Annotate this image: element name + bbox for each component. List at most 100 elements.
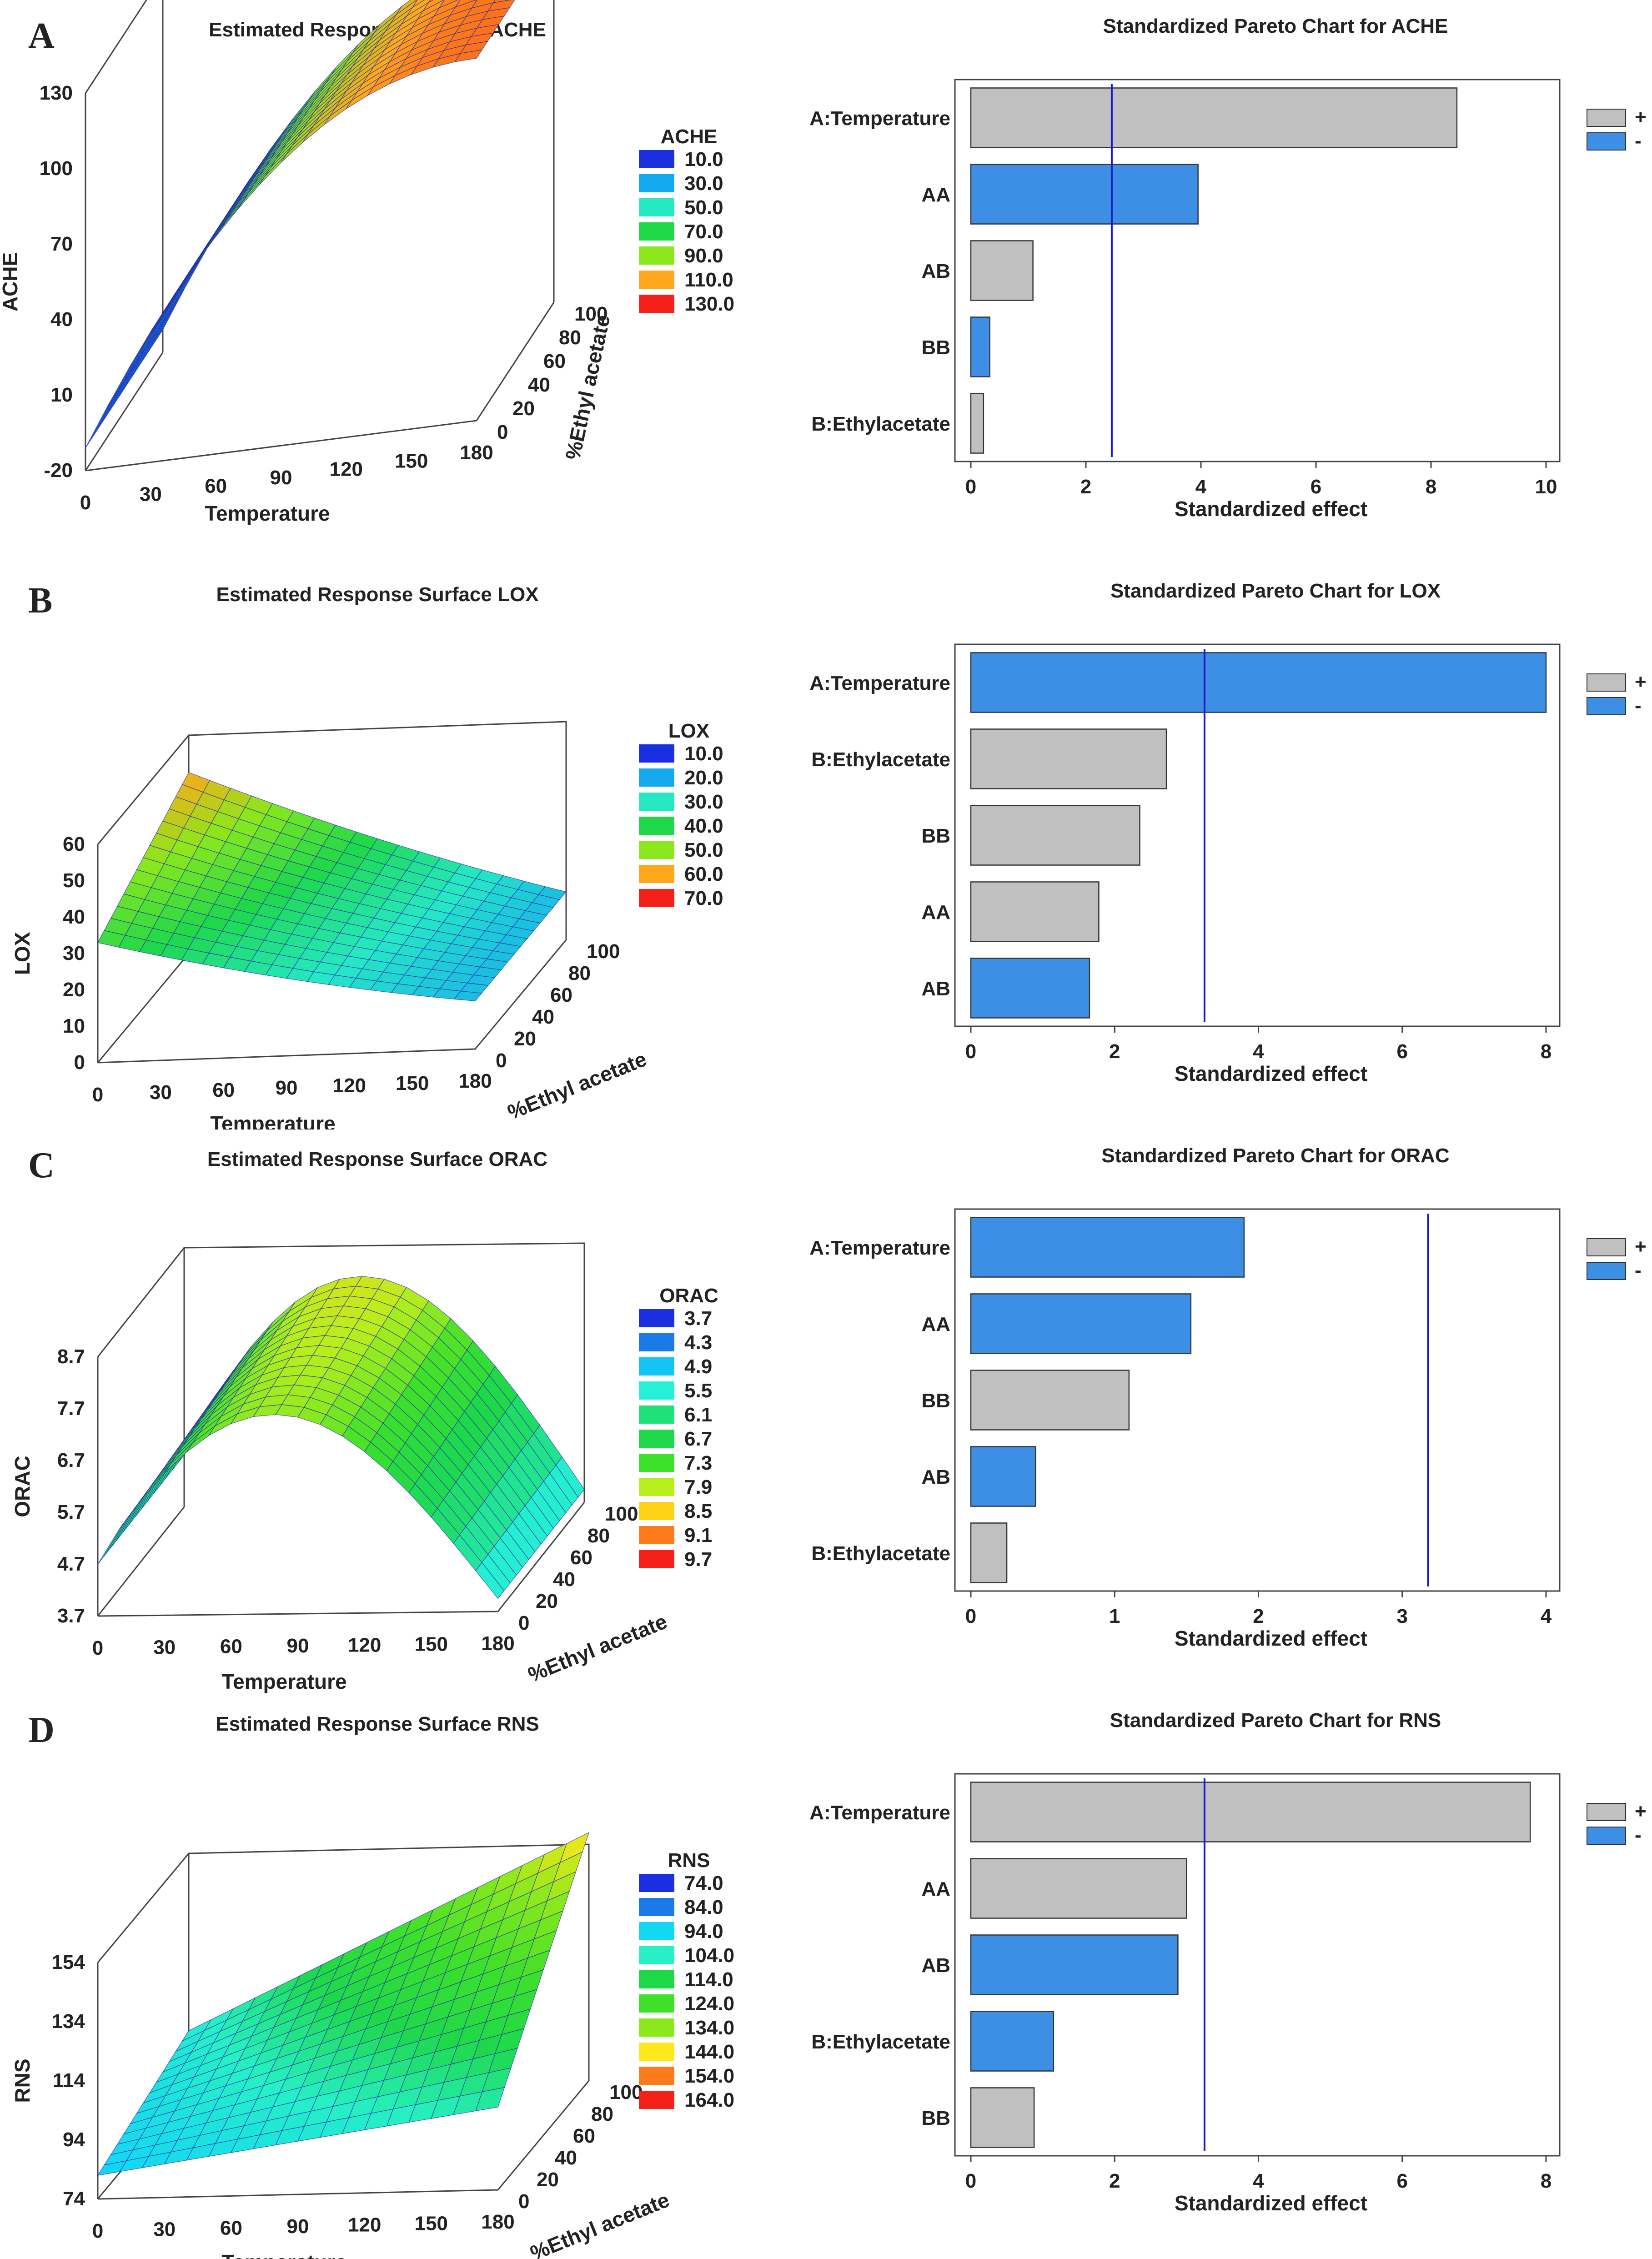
legend-label: 10.0 [684, 743, 723, 765]
x-tick-label: 90 [287, 2215, 309, 2238]
z-tick-label: 4.7 [57, 1553, 85, 1575]
pareto-x-label: Standardized effect [1175, 1626, 1367, 1650]
pareto-bar-label: BB [921, 2107, 950, 2129]
pareto-tick-label: 2 [1253, 1605, 1264, 1627]
z-axis-label: ORAC [10, 1456, 34, 1517]
x-tick-label: 120 [348, 1634, 381, 1656]
legend-swatch [639, 1502, 674, 1520]
legend-negative-swatch [1587, 697, 1626, 715]
pareto-title: Standardized Pareto Chart for ACHE [1103, 15, 1448, 37]
legend-swatch [639, 1898, 674, 1916]
pareto-bar-label: A:Temperature [809, 1802, 950, 1824]
legend-label: 3.7 [684, 1307, 712, 1330]
z-axis-label: RNS [10, 2058, 34, 2103]
pareto-tick-label: 0 [965, 1040, 976, 1063]
pareto-tick-label: 2 [1109, 2170, 1120, 2192]
x-tick-label: 150 [415, 2212, 448, 2234]
legend-swatch [639, 198, 674, 216]
box-floor-front [97, 1502, 585, 1617]
pareto-bar-label: BB [921, 336, 950, 359]
legend-swatch [639, 793, 674, 811]
legend-swatch [639, 2067, 674, 2085]
pareto-bar [970, 652, 1547, 713]
legend-label: 5.5 [684, 1380, 712, 1402]
surface-mesh [97, 1275, 585, 1599]
pareto-bar-label: A:Temperature [809, 672, 950, 694]
pareto-x-label: Standardized effect [1175, 1062, 1367, 1085]
legend-title: LOX [668, 720, 709, 742]
pareto-bar-label: AB [921, 1466, 950, 1488]
z-tick-label: 154 [52, 1951, 85, 1973]
pareto-frame [954, 1773, 1561, 2157]
legend-label: 40.0 [684, 815, 723, 837]
x-tick-label: 180 [481, 1632, 514, 1655]
panel-letter: D [28, 1710, 55, 1750]
surface-title: Estimated Response Surface RNS [216, 1713, 539, 1735]
panel-letter: B [28, 581, 53, 621]
surface-mesh [97, 772, 567, 1002]
legend-label: 144.0 [684, 2041, 734, 2063]
pareto-bar-label: AB [921, 260, 950, 282]
pareto-frame [954, 1208, 1561, 1592]
pareto-tick-label: 4 [1253, 1040, 1264, 1063]
legend-swatch [639, 1430, 674, 1448]
y-tick-label: 0 [518, 2190, 529, 2213]
legend-label: 9.1 [684, 1524, 712, 1546]
mesh-cell [475, 1562, 505, 1599]
pareto-bar [970, 1446, 1036, 1507]
pareto-bar-label: B:Ethylacetate [811, 1542, 950, 1565]
z-tick-label: 60 [63, 833, 85, 855]
x-tick-label: 120 [330, 458, 363, 481]
pareto-tick-label: 8 [1541, 2170, 1552, 2192]
y-tick-label: 80 [568, 962, 591, 984]
box-back-edges [97, 1843, 590, 2081]
y-axis-label: %Ethyl acetate [504, 1047, 650, 1124]
pareto-tick-label: 4 [1195, 476, 1207, 498]
legend-swatch [639, 150, 674, 168]
y-tick-label: 20 [537, 2169, 559, 2191]
legend-positive-label: + [1635, 671, 1647, 693]
legend-swatch [639, 1309, 674, 1327]
legend-swatch [639, 1922, 674, 1940]
surface-title: Estimated Response Surface LOX [216, 583, 538, 606]
legend-label: 124.0 [684, 1993, 734, 2015]
z-tick-label: 50 [63, 869, 85, 892]
y-tick-label: 60 [550, 984, 572, 1006]
y-tick-label: 100 [574, 303, 608, 325]
z-tick-label: 10 [63, 1015, 85, 1037]
x-tick-label: 60 [205, 475, 227, 497]
legend-swatch [639, 1550, 674, 1568]
legend-label: 7.9 [684, 1476, 712, 1498]
y-tick-label: 100 [587, 940, 620, 963]
surface-plot: Estimated Response Surface ACHE130100704… [0, 0, 734, 525]
y-tick-label: 0 [497, 421, 508, 443]
legend-swatch [639, 222, 674, 241]
legend-label: 154.0 [684, 2065, 734, 2087]
legend-label: 30.0 [684, 791, 723, 813]
legend-swatch [639, 768, 674, 787]
legend-negative-label: - [1635, 1259, 1642, 1281]
pareto-bar [970, 2087, 1035, 2148]
legend-swatch [639, 1994, 674, 2013]
legend-positive-swatch [1587, 109, 1626, 127]
pareto-bar [970, 240, 1034, 301]
panel-svg: Estimated Response Surface LOX6050403020… [10, 580, 1647, 1130]
pareto-tick-label: 4 [1541, 1605, 1552, 1627]
legend-swatch [639, 1874, 674, 1892]
pareto-frame [954, 643, 1561, 1027]
z-axis-label: LOX [10, 932, 34, 975]
pareto-bar-label: AB [921, 1954, 950, 1977]
x-tick-label: 60 [220, 2217, 242, 2239]
legend-label: 164.0 [684, 2089, 734, 2111]
z-tick-label: 20 [63, 979, 85, 1001]
y-tick-label: 60 [543, 350, 566, 372]
z-tick-label: 40 [50, 308, 73, 331]
pareto-x-label: Standardized effect [1175, 497, 1367, 521]
legend-swatch [639, 841, 674, 859]
sign-legend: +- [1587, 1235, 1647, 1281]
y-tick-label: 20 [536, 1590, 558, 1612]
x-axis-label: Temperature [221, 2250, 346, 2259]
